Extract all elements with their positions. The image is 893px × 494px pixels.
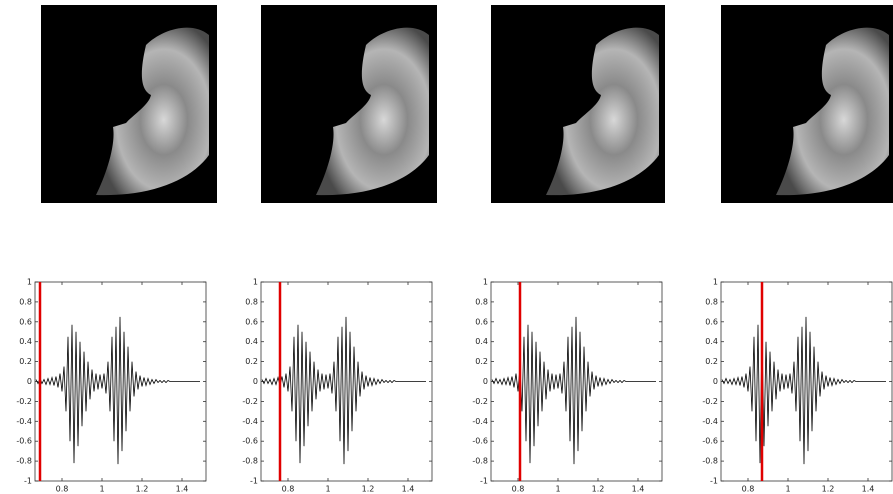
y-tick-label: 0.8 (19, 297, 32, 306)
y-tick-label: 1 (483, 278, 488, 287)
tissue-region (776, 27, 889, 196)
x-tick-label: 1 (555, 485, 560, 494)
y-tick-label: -0.4 (16, 417, 32, 426)
y-tick-label: -0.6 (16, 437, 32, 446)
x-tick-label: 1 (99, 485, 104, 494)
y-tick-label: 0.4 (475, 337, 488, 346)
x-tick-label: 0.8 (282, 485, 295, 494)
image (261, 5, 437, 203)
y-tick-label: 0.8 (245, 297, 258, 306)
waveform (721, 316, 886, 465)
y-tick-label: -0.6 (702, 437, 718, 446)
y-tick-label: -0.8 (702, 457, 718, 466)
x-tick-label: 1.2 (822, 485, 835, 494)
y-tick-label: 0 (27, 377, 32, 386)
x-tick-label: 0.8 (742, 485, 755, 494)
tissue-region (96, 27, 209, 196)
y-tick-label: -0.2 (472, 397, 488, 406)
waveform (35, 316, 200, 465)
x-tick-label: 1.4 (402, 485, 415, 494)
y-tick-label: 0.4 (705, 337, 718, 346)
y-tick-label: -0.8 (16, 457, 32, 466)
y-tick-label: 0.2 (705, 357, 718, 366)
image (721, 5, 893, 203)
x-tick-label: 1 (785, 485, 790, 494)
y-tick-label: 0 (483, 377, 488, 386)
y-tick-label: 0.6 (19, 317, 32, 326)
y-tick-label: -0.2 (702, 397, 718, 406)
waveform (261, 316, 426, 465)
y-tick-label: 0.6 (475, 317, 488, 326)
y-tick-label: 0.8 (705, 297, 718, 306)
tissue-region (546, 27, 659, 196)
y-tick-label: 0.2 (245, 357, 258, 366)
x-tick-label: 1 (325, 485, 330, 494)
y-tick-label: 0.6 (705, 317, 718, 326)
image (41, 5, 217, 203)
x-tick-label: 1.2 (136, 485, 149, 494)
x-tick-label: 0.8 (512, 485, 525, 494)
y-tick-label: 0.2 (19, 357, 32, 366)
y-tick-label: 1 (253, 278, 258, 287)
y-tick-label: -0.6 (242, 437, 258, 446)
x-tick-label: 1.4 (176, 485, 189, 494)
y-tick-label: 0.4 (245, 337, 258, 346)
tissue-region (316, 27, 429, 196)
y-tick-label: -0.8 (472, 457, 488, 466)
y-tick-label: -1 (24, 477, 32, 486)
y-tick-label: -0.4 (472, 417, 488, 426)
y-tick-label: -0.6 (472, 437, 488, 446)
x-tick-label: 0.8 (56, 485, 69, 494)
y-tick-label: -0.2 (242, 397, 258, 406)
y-tick-label: -1 (710, 477, 718, 486)
y-tick-label: 0.4 (19, 337, 32, 346)
y-tick-label: -0.4 (242, 417, 258, 426)
y-tick-label: 0.6 (245, 317, 258, 326)
y-tick-label: 1 (27, 278, 32, 287)
x-tick-label: 1.2 (592, 485, 605, 494)
y-tick-label: -0.2 (16, 397, 32, 406)
image (491, 5, 665, 203)
y-tick-label: 0.2 (475, 357, 488, 366)
x-tick-label: 1.4 (862, 485, 875, 494)
y-tick-label: 1 (713, 278, 718, 287)
y-tick-label: -1 (480, 477, 488, 486)
x-tick-label: 1.2 (362, 485, 375, 494)
y-tick-label: 0.8 (475, 297, 488, 306)
y-tick-label: 0 (253, 377, 258, 386)
y-tick-label: -0.8 (242, 457, 258, 466)
x-tick-label: 1.4 (632, 485, 645, 494)
y-tick-label: 0 (713, 377, 718, 386)
y-tick-label: -1 (250, 477, 258, 486)
y-tick-label: -0.4 (702, 417, 718, 426)
